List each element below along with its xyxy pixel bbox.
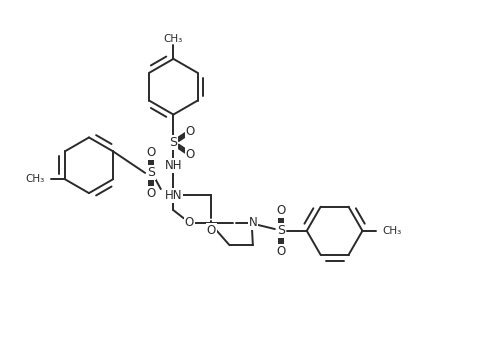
- Text: O: O: [276, 204, 285, 217]
- Text: O: O: [186, 148, 195, 161]
- Text: N: N: [248, 216, 257, 229]
- Text: O: O: [146, 187, 156, 199]
- Text: O: O: [185, 216, 194, 229]
- Text: O: O: [276, 245, 285, 257]
- Text: NH: NH: [165, 159, 182, 172]
- Text: O: O: [186, 125, 195, 138]
- Text: O: O: [207, 224, 216, 237]
- Text: CH₃: CH₃: [26, 174, 45, 184]
- Text: O: O: [146, 146, 156, 159]
- Text: HN: HN: [164, 189, 182, 202]
- Text: S: S: [170, 136, 177, 150]
- Text: CH₃: CH₃: [382, 226, 401, 236]
- Text: S: S: [147, 167, 155, 180]
- Text: CH₃: CH₃: [164, 34, 183, 44]
- Text: S: S: [277, 224, 285, 237]
